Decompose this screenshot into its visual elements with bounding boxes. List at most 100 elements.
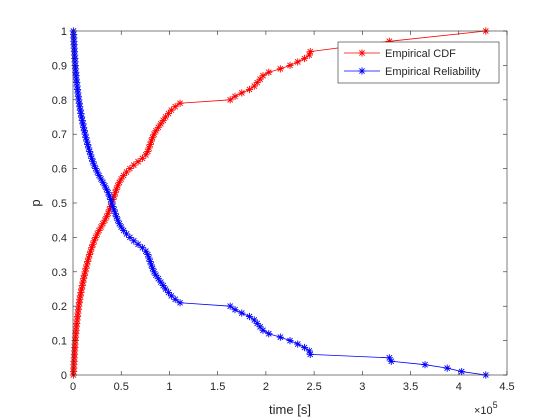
data-point [256,75,264,83]
data-point [85,147,94,155]
data-point [89,158,97,166]
data-point [146,257,154,266]
data-point [90,237,98,245]
data-point [114,182,122,190]
data-point [231,306,239,314]
x-tick-label: 4.5 [499,381,514,393]
data-point [152,127,160,135]
x-axis-exponent-base: ×10 [474,405,493,417]
y-axis-label: p [28,199,43,206]
data-point [95,171,103,180]
data-point [117,223,125,231]
data-point [77,288,85,297]
x-axis-exponent-power: 5 [493,400,498,410]
x-tick-label: 0 [70,381,76,393]
data-point [238,89,246,97]
data-point [238,309,246,317]
data-point [74,92,82,100]
data-point [226,302,234,310]
y-tick-label: 0.6 [52,164,67,176]
data-point [130,161,138,169]
legend-marker [358,49,366,57]
data-point [85,254,93,262]
data-point [147,261,155,269]
data-point [305,347,313,355]
legend: Empirical CDF Empirical Reliability [337,41,500,84]
data-point [126,165,134,173]
data-point [109,202,117,211]
data-point [138,244,147,252]
data-point [306,48,314,56]
data-point [265,330,273,338]
data-point [115,178,123,186]
data-point [102,213,111,221]
data-point [99,220,107,228]
x-tick-label: 1.5 [210,381,225,393]
data-point [148,134,157,142]
y-tick-label: 0.2 [52,301,67,313]
data-point [76,103,84,111]
data-point [84,140,92,149]
data-point [97,223,105,231]
data-point [82,134,90,142]
data-point [122,168,131,176]
data-point [300,54,309,63]
data-point [112,213,120,221]
data-point [421,361,429,369]
data-point [80,275,88,283]
data-point [306,350,314,358]
data-point [226,96,234,104]
y-tick-label: 0.5 [52,198,67,210]
legend-box [337,41,500,84]
data-point [76,292,84,300]
data-point [144,147,152,155]
data-point [92,165,100,173]
data-point [76,295,84,303]
data-point [104,189,112,197]
data-point [167,106,175,114]
data-point [77,285,86,293]
data-point [74,306,82,314]
data-point [77,109,85,118]
data-point [256,323,264,331]
data-point [145,144,153,152]
data-point [148,264,157,272]
data-point [245,85,254,94]
data-point [443,364,451,372]
y-tick-label: 0.4 [52,232,67,244]
data-point [134,240,142,248]
data-point [458,367,466,376]
legend-label: Empirical Reliability [385,66,481,78]
data-point [110,192,118,200]
data-point [102,185,111,193]
data-point [87,247,95,255]
data-point [84,257,92,266]
data-point [89,240,97,248]
data-point [142,247,150,255]
data-point [138,154,147,162]
data-point [286,61,294,69]
data-point [150,130,158,138]
data-point [157,278,165,286]
data-point [159,281,167,290]
data-point [87,151,95,159]
data-point [157,120,165,128]
x-tick-label: 3 [359,381,365,393]
data-point [78,281,86,290]
data-point [250,316,258,324]
data-point [161,113,170,121]
data-point [93,168,101,176]
data-point [77,113,86,121]
data-point [253,79,261,87]
y-tick-label: 0 [61,370,67,382]
data-point [276,65,284,73]
data-point [130,237,138,245]
axes-layer: 0 0.5 1 1.5 2 2.5 3 3.5 4 4.5 0 0.1 0.2 0.3 0.4 0.5 0.6 0… [52,26,515,393]
data-point [144,251,152,259]
data-point [76,106,84,114]
x-tick-label: 2 [263,381,269,393]
data-point [176,99,184,107]
legend-marker [358,67,366,75]
data-point [164,288,173,297]
